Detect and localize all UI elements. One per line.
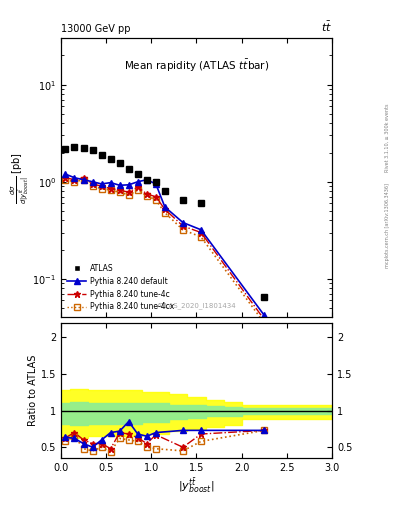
X-axis label: $|y^{t\bar{t}}_{boost}|$: $|y^{t\bar{t}}_{boost}|$ (178, 476, 215, 495)
Text: mcplots.cern.ch [arXiv:1306.3436]: mcplots.cern.ch [arXiv:1306.3436] (385, 183, 389, 268)
Text: ATLAS_2020_I1801434: ATLAS_2020_I1801434 (157, 302, 236, 309)
Y-axis label: $\frac{d\sigma}{d|y^{t\bar{t}}_{boost}|}$ [pb]: $\frac{d\sigma}{d|y^{t\bar{t}}_{boost}|}… (8, 152, 31, 204)
Text: Rivet 3.1.10, ≥ 300k events: Rivet 3.1.10, ≥ 300k events (385, 104, 389, 173)
Legend: ATLAS, Pythia 8.240 default, Pythia 8.240 tune-4c, Pythia 8.240 tune-4cx: ATLAS, Pythia 8.240 default, Pythia 8.24… (65, 262, 176, 314)
Text: Mean rapidity (ATLAS $t\bar{t}$bar): Mean rapidity (ATLAS $t\bar{t}$bar) (124, 58, 269, 74)
Text: $t\bar{t}$: $t\bar{t}$ (321, 20, 332, 34)
Text: 13000 GeV pp: 13000 GeV pp (61, 24, 130, 34)
Y-axis label: Ratio to ATLAS: Ratio to ATLAS (28, 355, 38, 426)
